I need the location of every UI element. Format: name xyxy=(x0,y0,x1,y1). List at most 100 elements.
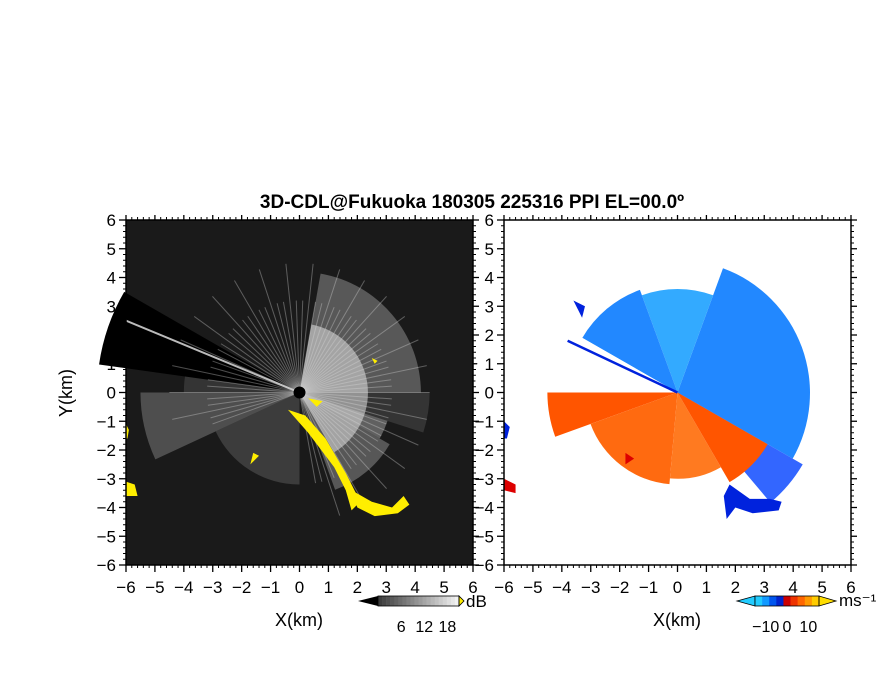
intensity-beam-ray xyxy=(207,385,300,393)
intensity-colorbar-cell xyxy=(430,596,435,606)
velocity-x-axis-label: X(km) xyxy=(653,610,701,630)
intensity-beam-ray xyxy=(180,339,300,393)
intensity-beam-ray xyxy=(232,328,300,393)
velocity-colorbar-cell xyxy=(769,596,777,606)
intensity-colorbar-cell xyxy=(414,596,419,606)
velocity-y-ticks: −6 −5 −4 −3 −2 −1 0 1 2 3 4 5 6 xyxy=(475,211,857,575)
velocity-y-tick-label: 0 xyxy=(485,384,494,403)
intensity-colorbar-cell xyxy=(410,596,415,606)
intensity-x-tick-label: −3 xyxy=(203,578,222,597)
intensity-beam-ray xyxy=(299,328,367,393)
intensity-beam-rays xyxy=(99,263,430,516)
velocity-x-tick-label: −3 xyxy=(581,578,600,597)
intensity-x-tick-label: 1 xyxy=(324,578,333,597)
intensity-beam-ray xyxy=(299,392,341,516)
intensity-beam-ray xyxy=(299,303,323,393)
intensity-x-tick-label: 2 xyxy=(353,578,362,597)
intensity-colorbar-tick-label: 6 xyxy=(397,619,406,636)
intensity-beam-ray xyxy=(285,263,300,393)
intensity-colorbar-tick-label: 18 xyxy=(439,619,457,636)
intensity-colorbar-cell xyxy=(378,596,383,606)
intensity-beam-ray xyxy=(299,392,389,419)
intensity-y-tick-label: −1 xyxy=(97,412,116,431)
velocity-edge-echo xyxy=(723,484,782,519)
intensity-beam-ray xyxy=(258,309,300,393)
velocity-y-tick-label: −3 xyxy=(475,470,494,489)
intensity-y-tick-label: 1 xyxy=(107,355,116,374)
intensity-y-tick-label: −6 xyxy=(97,556,116,575)
intensity-beam-ray xyxy=(299,301,317,393)
intensity-colorbar-cell xyxy=(398,596,403,606)
intensity-echo-core xyxy=(299,324,368,453)
intensity-colorbar-cell xyxy=(422,596,427,606)
intensity-y-tick-label: 2 xyxy=(107,326,116,345)
intensity-beam-ray xyxy=(258,269,300,393)
velocity-receding-sector xyxy=(547,392,678,437)
intensity-y-tick-label: 6 xyxy=(107,211,116,230)
intensity-beam-ray xyxy=(220,343,300,393)
velocity-sectors xyxy=(475,268,810,503)
intensity-beam-ray xyxy=(299,392,352,470)
intensity-colorbar-cell xyxy=(402,596,407,606)
intensity-beam-ray xyxy=(299,392,323,482)
intensity-y-tick-label: −3 xyxy=(97,470,116,489)
intensity-beam-ray xyxy=(264,307,300,393)
velocity-y-tick-label: 5 xyxy=(485,240,494,259)
velocity-colorbar-cells xyxy=(755,596,820,606)
intensity-beam-ray xyxy=(299,343,379,393)
intensity-beam-ray xyxy=(299,339,419,393)
intensity-strong-ray xyxy=(125,319,300,394)
intensity-beam-ray xyxy=(299,263,314,393)
velocity-edge-echo xyxy=(504,478,516,494)
velocity-colorbar-cell xyxy=(762,596,770,606)
intensity-colorbar-cell xyxy=(454,596,460,606)
intensity-beam-ray xyxy=(299,307,335,393)
velocity-approaching-sector xyxy=(582,289,678,393)
velocity-y-tick-label: 6 xyxy=(485,211,494,230)
velocity-ray-echo xyxy=(567,339,679,394)
velocity-approaching-sector xyxy=(641,288,714,393)
intensity-overflow-echo xyxy=(351,490,410,517)
intensity-y-tick-label: 3 xyxy=(107,297,116,316)
intensity-colorbar-cell xyxy=(406,596,411,606)
velocity-edge-echo xyxy=(504,421,510,439)
intensity-beam-ray xyxy=(299,392,365,505)
velocity-y-tick-label: 2 xyxy=(485,326,494,345)
velocity-x-tick-label: 6 xyxy=(846,578,855,597)
intensity-beam-ray xyxy=(299,392,387,489)
intensity-beam-ray xyxy=(299,315,352,393)
velocity-colorbar-cell xyxy=(776,596,784,606)
velocity-x-tick-label: 2 xyxy=(731,578,740,597)
intensity-beam-ray xyxy=(172,392,300,420)
intensity-colorbar-tick-label: 12 xyxy=(415,619,433,636)
velocity-panel: −6 −5 −4 −3 −2 −1 0 1 2 3 4 5 6 −6−5−4−3−2−10123456 … xyxy=(475,211,877,636)
velocity-edge-echo xyxy=(573,300,585,318)
intensity-x-tick-label: 0 xyxy=(295,578,304,597)
velocity-x-tick-label: −2 xyxy=(610,578,629,597)
intensity-overflow-echo xyxy=(250,452,260,465)
intensity-beam-ray xyxy=(299,392,317,484)
velocity-x-tick-label: 1 xyxy=(702,578,711,597)
intensity-y-tick-label: 5 xyxy=(107,240,116,259)
intensity-overflow-echoes xyxy=(126,358,410,517)
velocity-colorbar-cell xyxy=(811,596,820,606)
intensity-colorbar-cell xyxy=(426,596,431,606)
intensity-beam-ray xyxy=(299,365,427,393)
intensity-beam-ray xyxy=(299,332,371,393)
intensity-beam-ray xyxy=(299,379,392,393)
intensity-beam-ray xyxy=(228,332,300,393)
intensity-colorbar-cell xyxy=(394,596,399,606)
intensity-beam-ray xyxy=(299,360,387,393)
velocity-colorbar-ticks: −10 0 10 xyxy=(752,619,817,636)
intensity-colorbar-unit: dB xyxy=(466,592,487,611)
intensity-beam-ray xyxy=(212,392,300,425)
intensity-beam-ray xyxy=(212,296,300,393)
intensity-panel: −6 −5 −4 −3 −2 −1 0 1 2 3 4 5 6 −6−5−4−3−2−10123456 … xyxy=(56,211,487,636)
intensity-x-tick-label: 5 xyxy=(439,578,448,597)
intensity-beam-ray xyxy=(282,301,300,393)
velocity-colorbar-cell xyxy=(797,596,806,606)
intensity-beam-ray xyxy=(299,392,387,425)
velocity-y-tick-label: −4 xyxy=(475,499,494,518)
intensity-colorbar-cell xyxy=(382,596,387,606)
velocity-approaching-sector xyxy=(677,268,810,459)
